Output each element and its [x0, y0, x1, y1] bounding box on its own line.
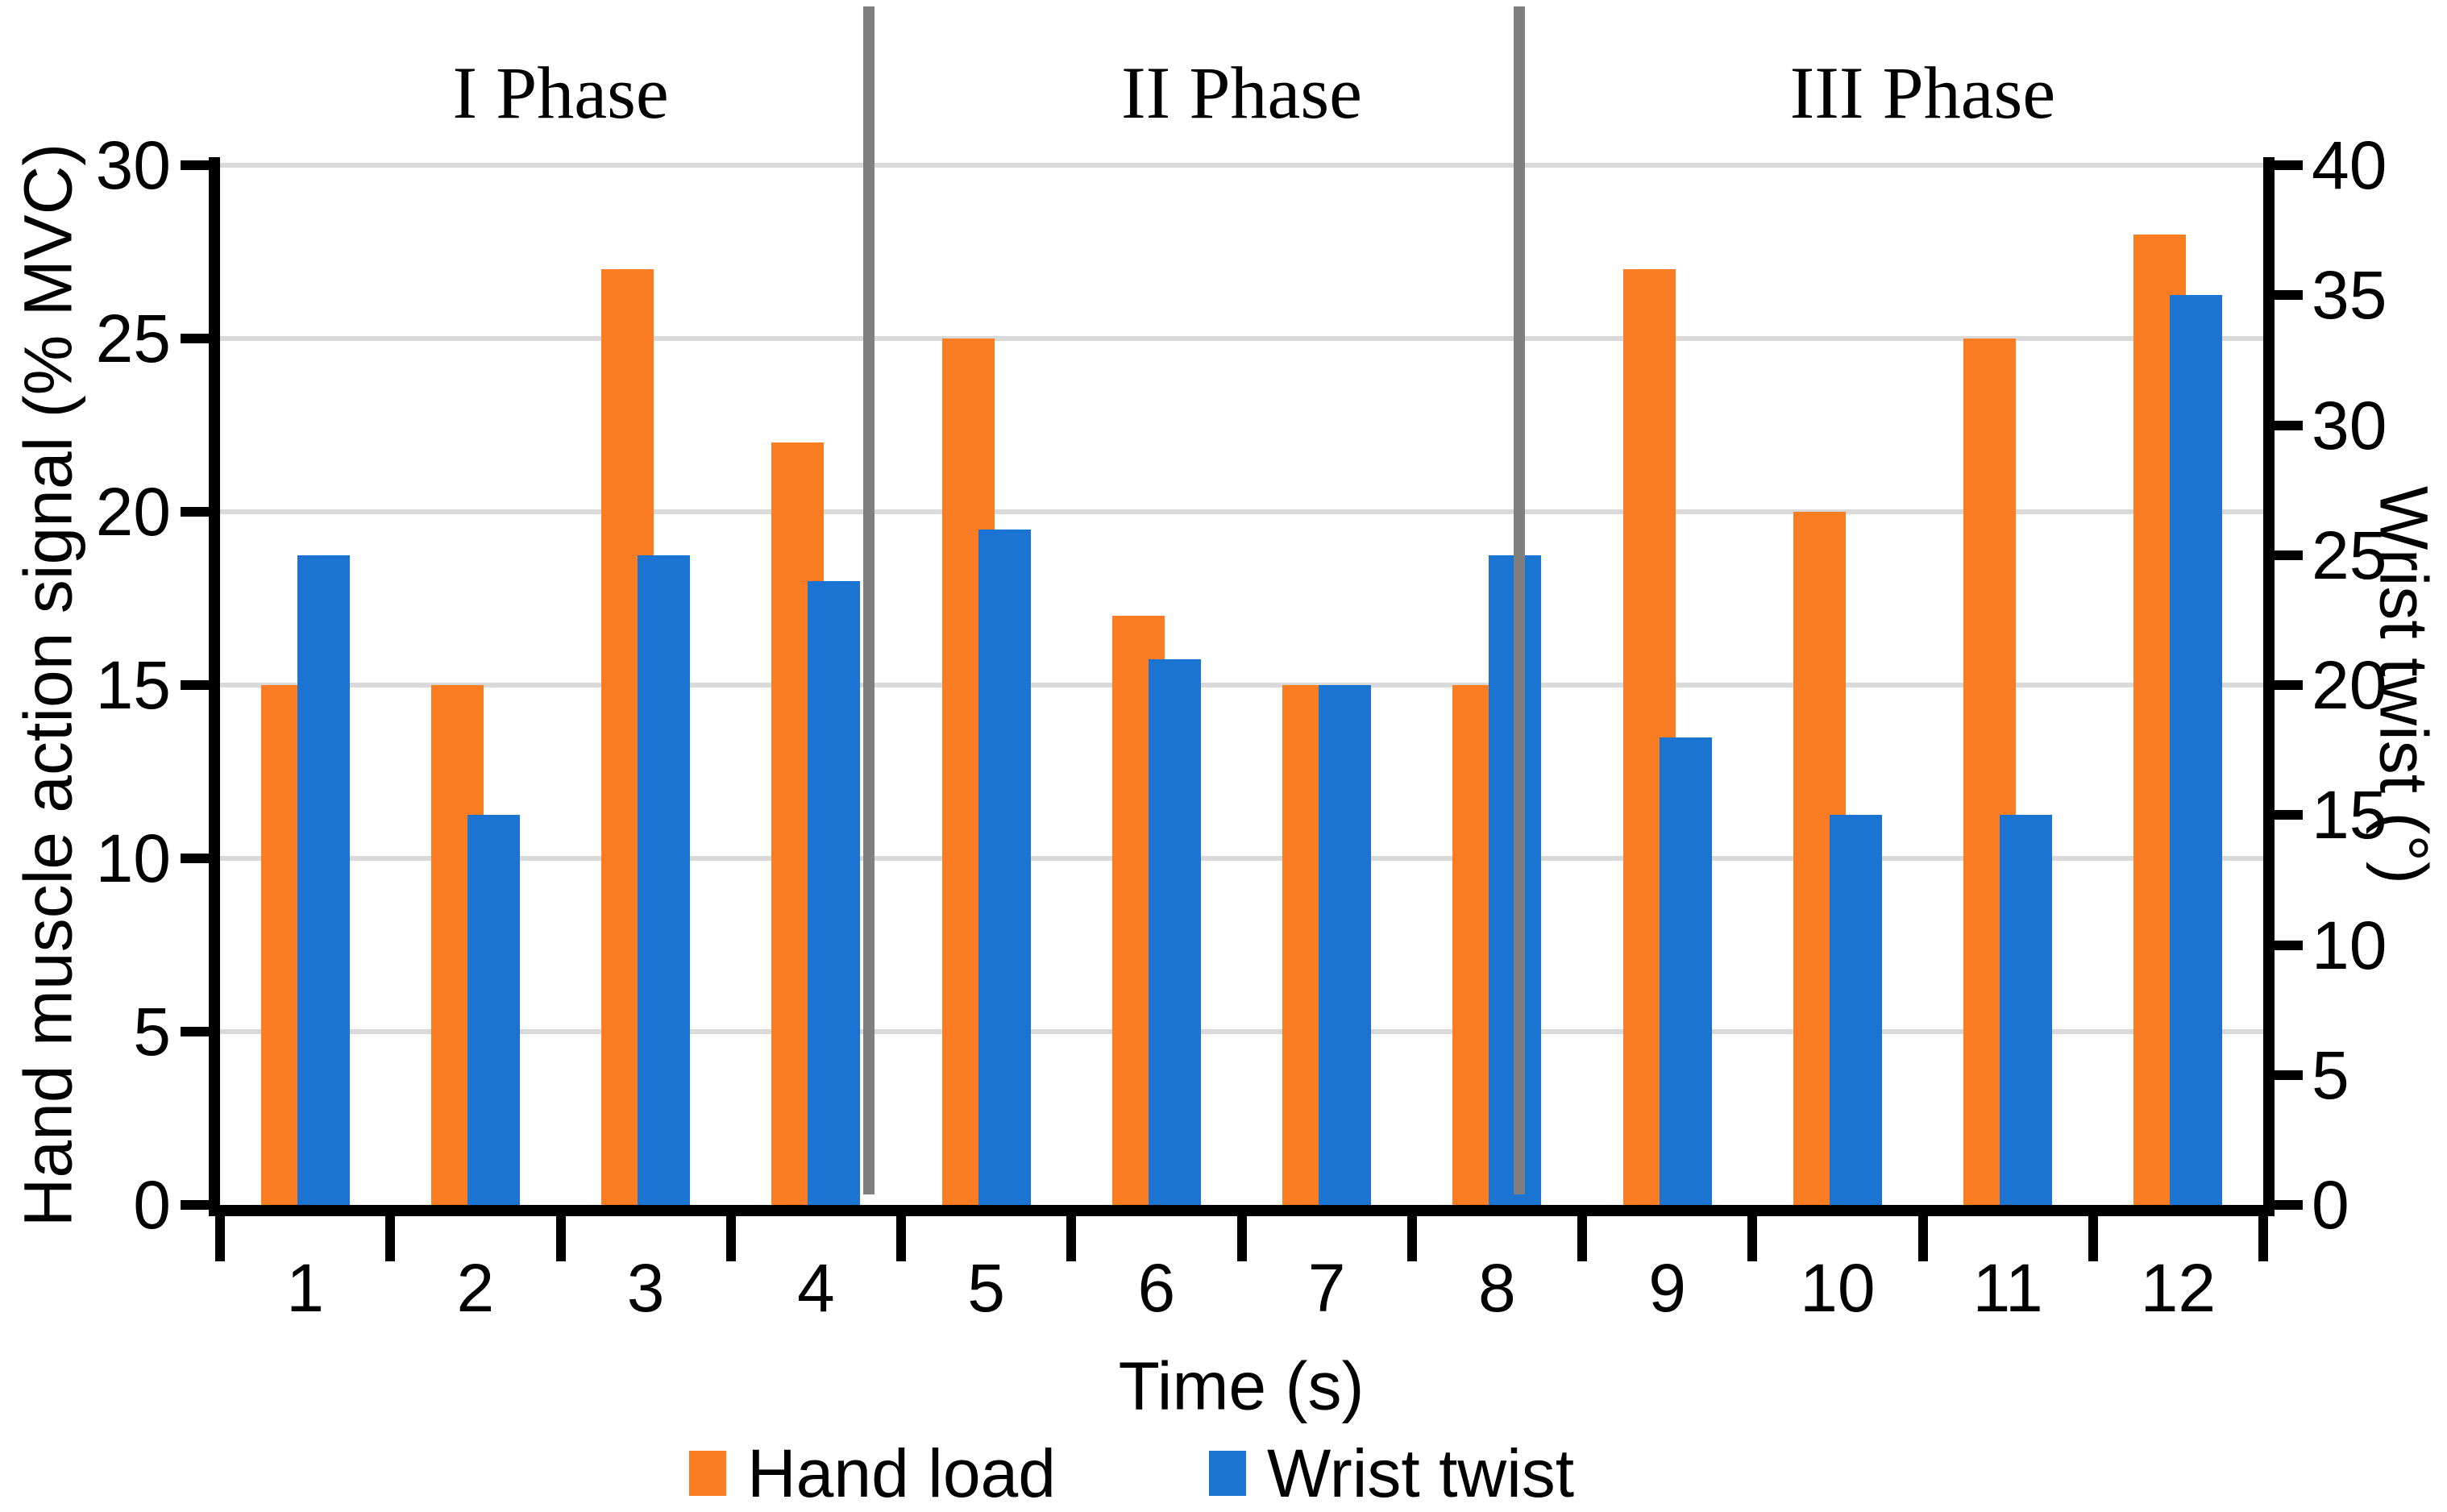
x-axis-tick-label: 6 — [1137, 1250, 1176, 1326]
wrist-twist-bar — [1319, 685, 1372, 1205]
x-axis-tick-label: 4 — [797, 1250, 835, 1326]
x-axis-tick-label: 8 — [1478, 1250, 1516, 1326]
left-axis-tick-label: 10 — [95, 820, 171, 896]
left-axis-tick — [181, 680, 209, 690]
right-axis-line — [2263, 157, 2275, 1216]
right-axis-tick-label: 30 — [2312, 387, 2387, 463]
right-axis-tick-label: 20 — [2312, 647, 2387, 723]
wrist-twist-bar — [1148, 658, 1201, 1205]
right-axis-tick — [2275, 550, 2303, 560]
left-axis-tick-label: 25 — [95, 301, 171, 376]
wrist-twist-bar — [2170, 295, 2223, 1205]
x-axis-tick — [215, 1216, 225, 1261]
x-axis-tick — [2258, 1216, 2268, 1261]
wrist-twist-bar — [467, 815, 520, 1205]
right-axis-tick — [2275, 680, 2303, 690]
gridline — [220, 163, 2263, 168]
x-axis-tick-label: 2 — [456, 1250, 495, 1326]
left-axis-tick-label: 0 — [133, 1167, 171, 1243]
x-axis-tick-label: 11 — [1972, 1250, 2043, 1326]
left-axis-tick — [181, 1027, 209, 1036]
x-axis-tick-label: 12 — [2140, 1250, 2216, 1326]
left-axis-tick — [181, 334, 209, 343]
x-axis-tick — [725, 1216, 736, 1261]
x-axis-tick-label: 9 — [1648, 1250, 1686, 1326]
gridline — [220, 336, 2263, 341]
right-axis-tick-label: 0 — [2312, 1167, 2349, 1243]
legend-swatch-hand-load — [689, 1451, 726, 1496]
right-axis-tick-label: 5 — [2312, 1036, 2349, 1113]
legend-label: Wrist twist — [1267, 1435, 1575, 1511]
x-axis-tick-label: 10 — [1800, 1250, 1876, 1326]
left-axis-tick-label: 30 — [95, 127, 171, 203]
wrist-twist-bar — [2000, 815, 2053, 1205]
right-axis-tick — [2275, 810, 2303, 820]
wrist-twist-bar — [808, 581, 861, 1205]
right-axis-tick — [2275, 1070, 2303, 1080]
right-axis-tick — [2275, 1200, 2303, 1210]
left-axis-line — [209, 157, 220, 1216]
x-axis-tick — [1747, 1216, 1758, 1261]
x-axis-tick — [1236, 1216, 1247, 1261]
x-axis-tick — [555, 1216, 566, 1261]
left-axis-tick-label: 20 — [95, 474, 171, 550]
left-axis-tick — [181, 1200, 209, 1210]
legend-swatch-wrist-twist — [1209, 1451, 1246, 1496]
left-axis-tick — [181, 854, 209, 863]
right-axis-tick-label: 40 — [2312, 127, 2387, 203]
wrist-twist-bar — [1659, 737, 1712, 1205]
x-axis-tick-label: 7 — [1307, 1250, 1346, 1326]
legend-label: Hand load — [747, 1435, 1056, 1511]
left-axis-tick-label: 15 — [95, 647, 171, 723]
x-axis-tick-label: 1 — [286, 1250, 324, 1326]
right-axis-tick-label: 25 — [2312, 517, 2387, 593]
right-axis-tick — [2275, 420, 2303, 430]
phase-label: II Phase — [1121, 52, 1362, 134]
right-axis-tick-label: 35 — [2312, 257, 2387, 334]
legend-entry: Wrist twist — [1209, 1439, 1574, 1507]
gridline — [220, 856, 2263, 861]
legend-entry: Hand load — [689, 1439, 1056, 1507]
x-axis-tick — [896, 1216, 906, 1261]
wrist-twist-bar — [638, 555, 691, 1205]
x-axis-tick-label: 5 — [967, 1250, 1005, 1326]
x-axis-title: Time (s) — [1118, 1348, 1365, 1424]
left-axis-title: Hand muscle action signal (% MVC) — [10, 143, 86, 1227]
right-axis-title: Wrist twist (°) — [2366, 486, 2442, 884]
left-axis-tick-label: 5 — [133, 994, 171, 1070]
phase-label: III Phase — [1789, 52, 2056, 134]
phase-divider-line — [1514, 6, 1526, 1194]
right-axis-tick — [2275, 940, 2303, 950]
gridline — [220, 683, 2263, 687]
wrist-twist-bar — [1829, 815, 1882, 1205]
right-axis-tick — [2275, 160, 2303, 170]
x-axis-tick-label: 3 — [626, 1250, 665, 1326]
wrist-twist-bar — [297, 555, 350, 1205]
phase-label: I Phase — [452, 52, 669, 134]
wrist-twist-bar — [978, 529, 1031, 1205]
right-axis-tick-label: 10 — [2312, 907, 2387, 983]
x-axis-tick — [385, 1216, 396, 1261]
right-axis-tick-label: 15 — [2312, 777, 2387, 854]
left-axis-tick — [181, 507, 209, 517]
x-axis-tick — [1406, 1216, 1417, 1261]
gridline — [220, 1029, 2263, 1034]
bottom-axis-line — [209, 1205, 2275, 1216]
gridline — [220, 509, 2263, 514]
left-axis-tick — [181, 160, 209, 170]
phase-divider-line — [862, 6, 875, 1194]
x-axis-tick — [1577, 1216, 1587, 1261]
x-axis-tick — [1066, 1216, 1077, 1261]
x-axis-tick — [1917, 1216, 1928, 1261]
x-axis-tick — [2088, 1216, 2098, 1261]
right-axis-tick — [2275, 290, 2303, 301]
